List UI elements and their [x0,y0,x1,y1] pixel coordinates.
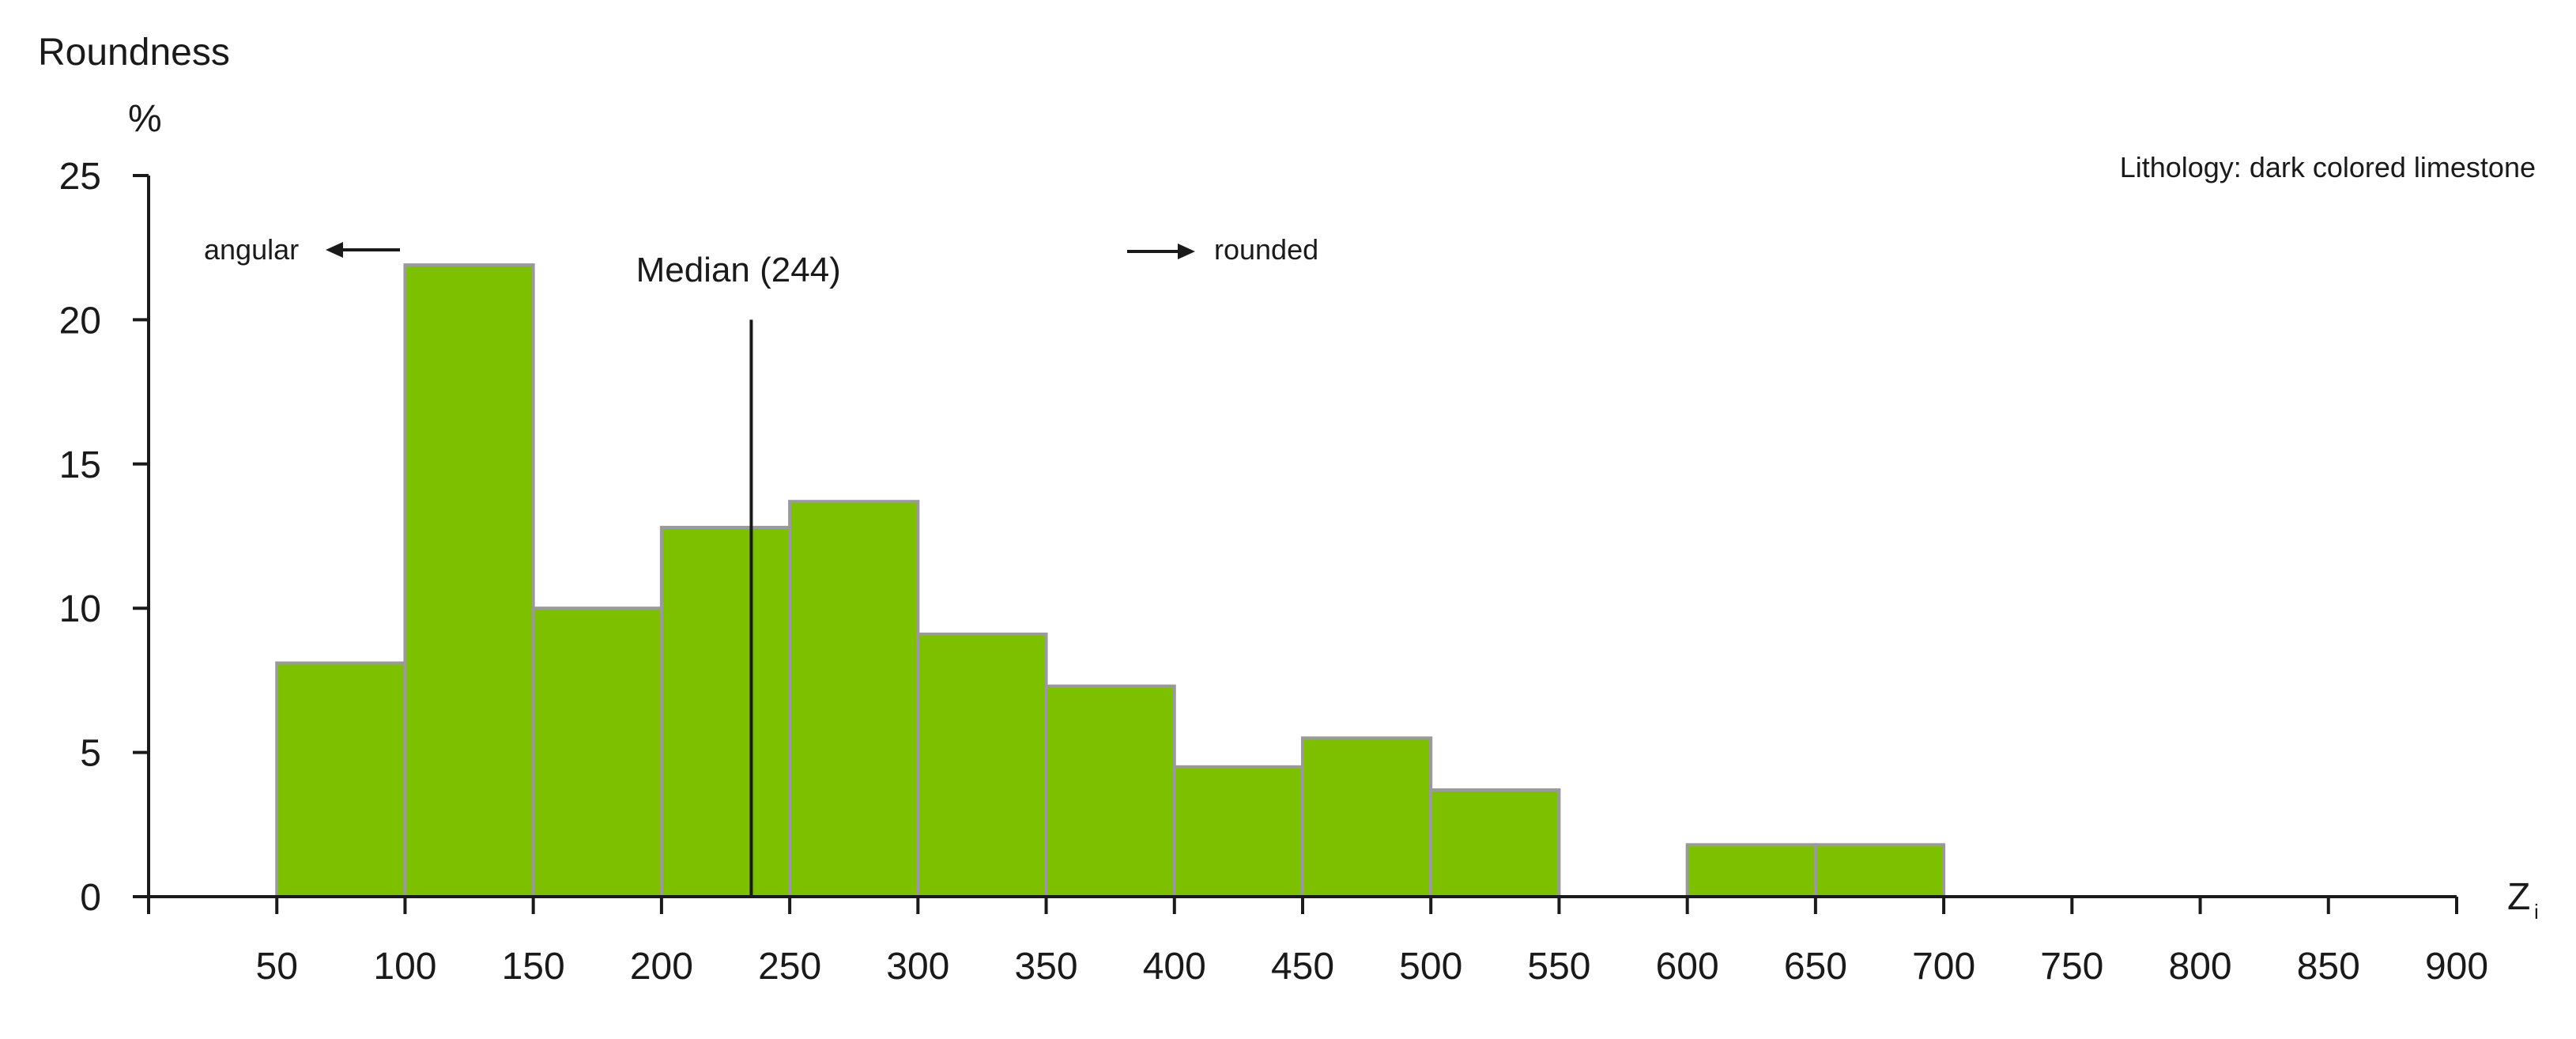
lithology-annotation: Lithology: dark colored limestone [2120,151,2536,183]
bar-50-100 [275,661,407,899]
bar-250-300 [788,500,920,898]
x-tick-label-100: 100 [373,946,436,988]
bar-450-500 [1301,736,1433,898]
x-tick-label-500: 500 [1399,946,1462,988]
x-tick-label-650: 650 [1784,946,1847,988]
x-tick-label-350: 350 [1015,946,1078,988]
y-tick-label-25: 25 [59,156,101,198]
x-axis-label: Z [2507,876,2530,918]
x-tick-label-750: 750 [2040,946,2103,988]
x-tick-label-150: 150 [502,946,565,988]
bar-100-150 [403,263,535,898]
y-tick-label-20: 20 [59,300,101,342]
x-tick-label-200: 200 [630,946,693,988]
x-tick-label-900: 900 [2425,946,2488,988]
y-tick-label-0: 0 [80,877,101,919]
x-tick-label-250: 250 [758,946,821,988]
bar-350-400 [1044,684,1176,898]
bar-300-350 [916,633,1048,898]
y-tick-label-15: 15 [59,444,101,486]
bar-500-550 [1429,788,1561,898]
x-tick-label-450: 450 [1271,946,1334,988]
x-ticks-group: 50 100 150 200 250 300 350 400 450 500 550 600 650 70… [147,897,2488,988]
rounded-label: rounded [1214,233,1318,266]
median-label: Median (244) [636,251,841,289]
x-tick-label-850: 850 [2297,946,2360,988]
bar-650-700 [1813,843,1946,899]
bar-150-200 [531,606,663,898]
x-tick-label-50: 50 [256,946,298,988]
angular-label: angular [204,233,299,266]
x-axis-label-subscript: i [2534,900,2539,924]
y-tick-label-10: 10 [59,588,101,630]
bar-200-250 [659,526,792,899]
x-tick-label-550: 550 [1527,946,1590,988]
x-tick-label-600: 600 [1656,946,1719,988]
y-ticks-group: 0 5 10 15 20 25 [59,156,149,919]
bar-600-650 [1685,843,1817,899]
bars-group [275,263,1946,899]
x-tick-label-800: 800 [2169,946,2232,988]
left-arrow-icon [326,242,400,258]
y-axis-label: Roundness [38,32,230,74]
y-axis-unit: % [128,98,162,140]
right-arrow-icon [1127,244,1195,259]
bar-400-450 [1172,765,1305,899]
y-tick-label-5: 5 [80,733,101,775]
x-tick-label-700: 700 [1912,946,1975,988]
x-tick-label-400: 400 [1143,946,1206,988]
x-tick-label-300: 300 [886,946,949,988]
